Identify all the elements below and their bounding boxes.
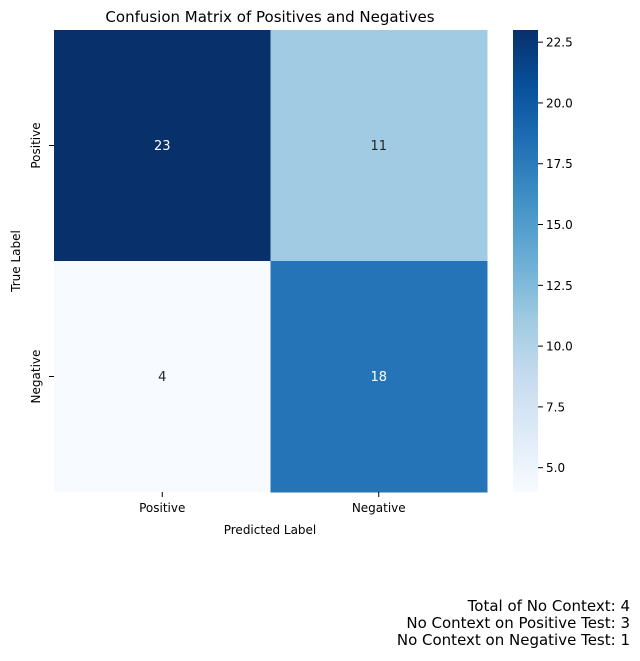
colorbar-tick-label: 15.0 xyxy=(546,218,573,232)
y-axis: Positive Negative xyxy=(29,122,54,403)
heatmap-cell xyxy=(270,261,488,493)
x-tick-label: Negative xyxy=(352,501,406,515)
heatmap-cell-labels: 23 11 4 18 xyxy=(154,139,387,385)
cell-value-label: 23 xyxy=(154,139,171,154)
x-axis-title: Predicted Label xyxy=(224,523,317,537)
heatmap-cell xyxy=(54,261,271,493)
heatmap-cell xyxy=(54,30,271,262)
colorbar-tick-label: 17.5 xyxy=(546,157,573,171)
heatmap-cells xyxy=(54,30,488,493)
heatmap-cell xyxy=(270,30,488,262)
colorbar-tick-label: 10.0 xyxy=(546,340,573,354)
colorbar-tick-label: 22.5 xyxy=(546,36,573,50)
x-axis: Positive Negative xyxy=(139,492,406,515)
note-total-no-context: Total of No Context: 4 xyxy=(467,597,630,615)
note-negative-test: No Context on Negative Test: 1 xyxy=(396,631,630,649)
colorbar-tick-label: 20.0 xyxy=(546,96,573,110)
colorbar-axis: 5.0 7.5 10.0 12.5 15.0 17.5 20.0 22.5 xyxy=(538,36,573,475)
colorbar-tick-label: 12.5 xyxy=(546,279,573,293)
note-positive-test: No Context on Positive Test: 3 xyxy=(406,614,630,632)
y-tick-label: Negative xyxy=(29,350,43,404)
colorbar-tick-label: 7.5 xyxy=(546,400,565,414)
confusion-matrix-chart: Confusion Matrix of Positives and Negati… xyxy=(9,8,573,537)
x-tick-label: Positive xyxy=(139,501,185,515)
colorbar xyxy=(513,30,538,492)
cell-value-label: 11 xyxy=(370,139,387,154)
y-axis-title: True Label xyxy=(9,230,23,293)
cell-value-label: 4 xyxy=(158,370,166,385)
y-tick-label: Positive xyxy=(29,122,43,168)
colorbar-tick-label: 5.0 xyxy=(546,461,565,475)
cell-value-label: 18 xyxy=(370,370,387,385)
no-context-notes: Total of No Context: 4 No Context on Pos… xyxy=(397,598,630,649)
chart-title: Confusion Matrix of Positives and Negati… xyxy=(105,8,434,26)
